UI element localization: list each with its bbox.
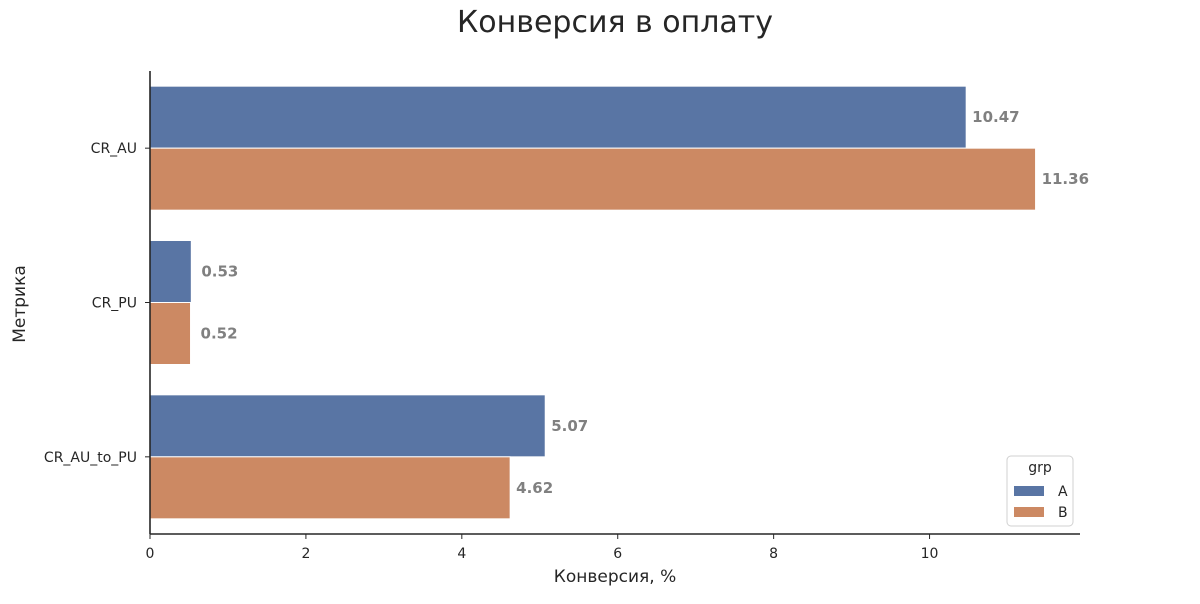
legend-label-a: A	[1058, 484, 1068, 500]
bar-b-cr-pu	[149, 302, 192, 365]
bar-a-cr-au-to-pu	[149, 394, 546, 458]
x-tick-label: 2	[301, 546, 310, 562]
data-label: 11.36	[1042, 170, 1089, 188]
bar-a-cr-au	[149, 85, 967, 149]
y-tick-label: CR_PU	[92, 296, 137, 312]
data-labels-layer: 10.47 11.36 0.53 0.52 5.07 4.62	[201, 108, 1089, 497]
data-label: 10.47	[972, 108, 1019, 126]
x-tick-label: 0	[146, 546, 155, 562]
data-label: 4.62	[516, 479, 553, 497]
x-tick-label: 8	[769, 546, 778, 562]
bar-a-cr-pu	[149, 240, 192, 303]
legend-label-b: B	[1058, 505, 1068, 521]
y-ticks-layer: CR_AU CR_PU CR_AU_to_PU	[44, 141, 150, 466]
legend: grp A B	[1006, 455, 1074, 527]
bar-b-cr-au-to-pu	[149, 456, 511, 520]
y-tick-label: CR_AU	[91, 141, 137, 157]
bar-b-cr-au	[149, 147, 1037, 211]
x-axis-label: Конверсия, %	[554, 567, 676, 587]
data-label: 0.52	[201, 325, 238, 343]
y-axis-label: Метрика	[10, 265, 30, 343]
chart-title: Конверсия в оплату	[457, 5, 773, 40]
y-tick-label: CR_AU_to_PU	[44, 450, 137, 466]
x-tick-label: 10	[921, 546, 939, 562]
data-label: 0.53	[201, 263, 238, 281]
data-label: 5.07	[551, 417, 588, 435]
x-tick-label: 6	[613, 546, 622, 562]
legend-title: grp	[1028, 460, 1052, 476]
x-ticks-layer: 0 2 4 6 8 10	[146, 534, 939, 562]
x-tick-label: 4	[457, 546, 466, 562]
bars-layer	[149, 85, 1037, 520]
legend-swatch-a	[1014, 486, 1044, 496]
legend-swatch-b	[1014, 507, 1044, 517]
